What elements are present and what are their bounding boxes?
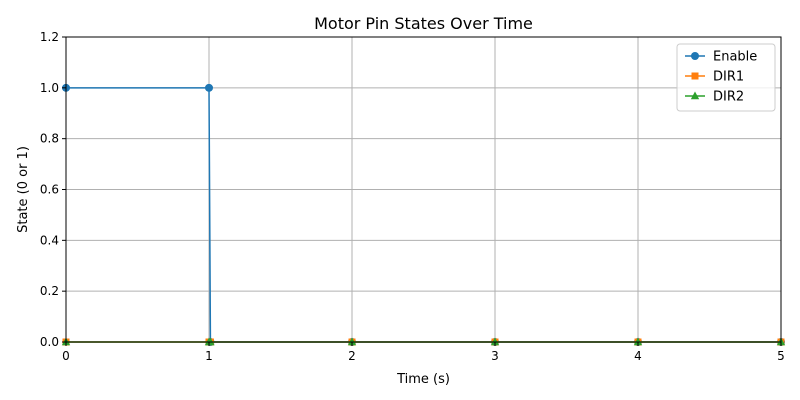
y-axis-label: State (0 or 1) — [16, 146, 31, 233]
y-axis: 0.0 0.2 0.4 0.6 0.8 1.0 1.2 — [40, 30, 66, 349]
data-point — [205, 83, 213, 92]
legend-marker — [691, 52, 699, 60]
x-axis-label: Time (s) — [396, 372, 450, 387]
series-dir2 — [61, 337, 786, 346]
x-axis: 0 1 2 3 4 5 — [62, 342, 785, 363]
legend-label: Enable — [713, 50, 757, 65]
x-tick-label: 4 — [634, 349, 642, 363]
series-enable — [62, 83, 785, 346]
legend-marker — [691, 72, 699, 80]
legend-box — [676, 43, 776, 112]
data-point — [633, 337, 643, 346]
series-line — [66, 87, 781, 343]
y-tick-label: 0.0 — [40, 335, 59, 349]
x-tick-label: 5 — [777, 349, 785, 363]
legend-item-dir1: DIR1 — [685, 70, 744, 85]
series-layer — [61, 83, 786, 346]
legend-item-dir2: DIR2 — [685, 90, 744, 105]
legend: Enable DIR1 DIR2 — [676, 43, 776, 112]
x-tick-label: 0 — [62, 349, 70, 363]
y-tick-label: 0.8 — [40, 132, 59, 146]
data-point — [347, 337, 357, 346]
y-tick-label: 0.4 — [40, 233, 59, 247]
data-point — [490, 337, 500, 346]
legend-marker — [690, 91, 700, 100]
chart-title: Motor Pin States Over Time — [314, 14, 533, 33]
grid — [65, 36, 782, 343]
legend-item-enable: Enable — [685, 50, 757, 65]
x-tick-label: 2 — [348, 349, 356, 363]
x-tick-label: 3 — [491, 349, 499, 363]
y-tick-label: 0.2 — [40, 284, 59, 298]
legend-label: DIR2 — [713, 90, 744, 105]
legend-label: DIR1 — [713, 70, 744, 85]
y-tick-label: 1.0 — [40, 81, 59, 95]
data-point — [206, 337, 215, 346]
y-tick-label: 0.6 — [40, 183, 59, 197]
y-tick-label: 1.2 — [40, 30, 59, 44]
x-tick-label: 1 — [205, 349, 213, 363]
